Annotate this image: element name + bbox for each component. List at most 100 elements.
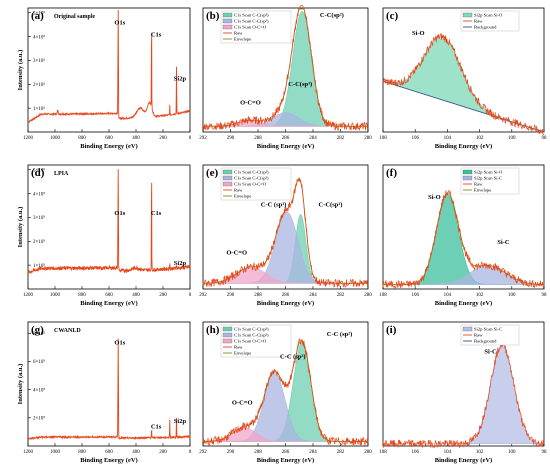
x-tick-label: 286	[282, 450, 290, 455]
legend: C1s Scan C-C(sp²)C1s Scan C-C(sp³)C1s Sc…	[220, 324, 292, 358]
peak-annotation: Si2p	[174, 76, 187, 83]
peak-annotation: C-C(sp²)	[319, 201, 343, 208]
panel-h: (h) 292 290 288 286 284 282 280 Binding Energy (…	[199, 321, 372, 464]
y-tick-label: 1×10⁵	[33, 263, 45, 269]
legend-entry: Raw	[234, 345, 243, 350]
peak-annotation: O-C=O	[226, 250, 247, 257]
y-tick-label: 4×10⁵	[33, 34, 45, 40]
x-tick-label: 104	[444, 450, 452, 455]
peak-annotation: C1s	[151, 210, 162, 217]
panel-b: (b) 292 290 288 286 284 282 280 Binding Energy (…	[199, 4, 372, 150]
panel-f: (f) 108 106 104 102 100 98 Binding Energy (eV) S…	[379, 164, 548, 307]
panel-d: (d) 1200 1000 800 600 400 200 0 Binding Energy (…	[17, 164, 192, 307]
legend-entry: Si2p Scan Si-O	[474, 13, 503, 18]
x-axis-label: Binding Energy (eV)	[435, 457, 492, 464]
raw-data	[382, 341, 545, 449]
legend-entry: C1s Scan C-C(sp³)	[234, 176, 269, 181]
x-tick-label: 400	[132, 136, 140, 141]
legend-swatch	[222, 326, 233, 332]
sample-title: Original sample	[54, 14, 96, 20]
y-axis-label: Intensity (a.u.)	[17, 207, 24, 248]
x-tick-label: 286	[282, 136, 290, 141]
legend-entry: Background	[474, 339, 497, 344]
x-tick-label: 100	[508, 293, 516, 298]
panel-g: (g) 1200 1000 800 600 400 200 0 Binding Energy (…	[17, 321, 192, 464]
y-tick-label: 3×10⁵	[33, 215, 45, 221]
x-tick-label: 290	[227, 450, 235, 455]
component-area-0	[383, 193, 544, 285]
x-tick-label: 108	[379, 293, 387, 298]
peak-annotation: O1s	[114, 340, 125, 347]
panel-label: (i)	[386, 324, 397, 336]
x-tick-label: 600	[105, 450, 113, 455]
x-tick-label: 104	[444, 293, 452, 298]
x-tick-label: 200	[159, 136, 167, 141]
panel-label: (e)	[206, 167, 219, 179]
x-axis-label: Binding Energy (eV)	[80, 143, 137, 150]
x-tick-label: 288	[254, 450, 262, 455]
x-tick-label: 280	[364, 136, 372, 141]
component-area-0	[383, 344, 545, 444]
x-tick-label: 100	[508, 136, 516, 141]
x-tick-label: 1000	[50, 450, 61, 455]
legend-entry: C1s Scan O-C=O	[234, 182, 267, 187]
y-tick-label: 6×10⁵	[33, 359, 45, 365]
plot-frame	[27, 164, 191, 290]
x-tick-label: 800	[78, 293, 86, 298]
legend-entry: Envelope	[234, 37, 251, 42]
raw-spectrum	[27, 338, 191, 441]
x-tick-label: 800	[78, 136, 86, 141]
y-tick-label: 8×10⁵	[33, 331, 45, 337]
peak-annotation: O-C=O	[240, 99, 261, 106]
peak-annotation: C-C (sp³)	[261, 201, 287, 208]
legend-swatch	[462, 326, 473, 332]
legend-entry: Si2p Scan Si-C	[474, 176, 502, 181]
x-tick-label: 98	[542, 450, 548, 455]
legend-swatch	[222, 12, 233, 18]
x-tick-label: 106	[411, 136, 419, 141]
legend-entry: Envelope	[234, 194, 251, 199]
y-tick-label: 3×10⁵	[33, 58, 45, 64]
x-tick-label: 600	[105, 136, 113, 141]
peak-annotation: Si-C	[484, 349, 497, 356]
legend: C1s Scan C-C(sp²)C1s Scan C-C(sp³)C1s Sc…	[220, 10, 292, 44]
x-tick-label: 98	[542, 293, 548, 298]
legend-entry: Raw	[474, 182, 483, 187]
x-tick-label: 284	[309, 450, 317, 455]
x-tick-label: 280	[364, 450, 372, 455]
y-tick-label: 1×10⁵	[33, 106, 45, 112]
x-axis-label: Binding Energy (eV)	[435, 143, 492, 150]
legend-box	[220, 324, 292, 358]
x-tick-label: 800	[78, 450, 86, 455]
plot-frame	[382, 321, 545, 447]
raw-data	[382, 33, 545, 136]
x-axis-label: Binding Energy (eV)	[80, 300, 137, 307]
y-tick-label: 2×10⁵	[33, 82, 45, 88]
x-tick-label: 102	[476, 136, 484, 141]
legend-entry: C1s Scan C-C(sp³)	[234, 333, 269, 338]
peak-annotation: C1s	[151, 32, 162, 39]
x-tick-label: 106	[411, 293, 419, 298]
legend-box	[460, 324, 520, 346]
x-tick-label: 1200	[23, 136, 34, 141]
legend: C1s Scan C-C(sp²)C1s Scan C-C(sp³)C1s Sc…	[220, 167, 292, 201]
peak-annotation: Si-C	[497, 239, 510, 246]
x-tick-label: 288	[254, 293, 262, 298]
peak-annotation: Si-O	[412, 30, 425, 37]
y-tick-label: 4×10⁵	[33, 191, 45, 197]
peak-annotation: C-C (sp²)	[327, 331, 353, 338]
x-tick-label: 0	[189, 450, 192, 455]
plot-frame	[382, 164, 545, 290]
panel-label: (d)	[31, 167, 45, 179]
legend-entry: Raw	[474, 19, 483, 24]
x-tick-label: 400	[132, 293, 140, 298]
legend-entry: Background	[474, 25, 497, 30]
legend-swatch	[462, 12, 473, 18]
x-tick-label: 284	[309, 293, 317, 298]
panel-i: (i) 108 106 104 102 100 98 Binding Energy (eV) S…	[379, 321, 548, 464]
plot-frame	[382, 7, 545, 133]
legend-entry: Si2p Scan Si-O	[474, 170, 503, 175]
raw-spectrum	[27, 169, 191, 275]
